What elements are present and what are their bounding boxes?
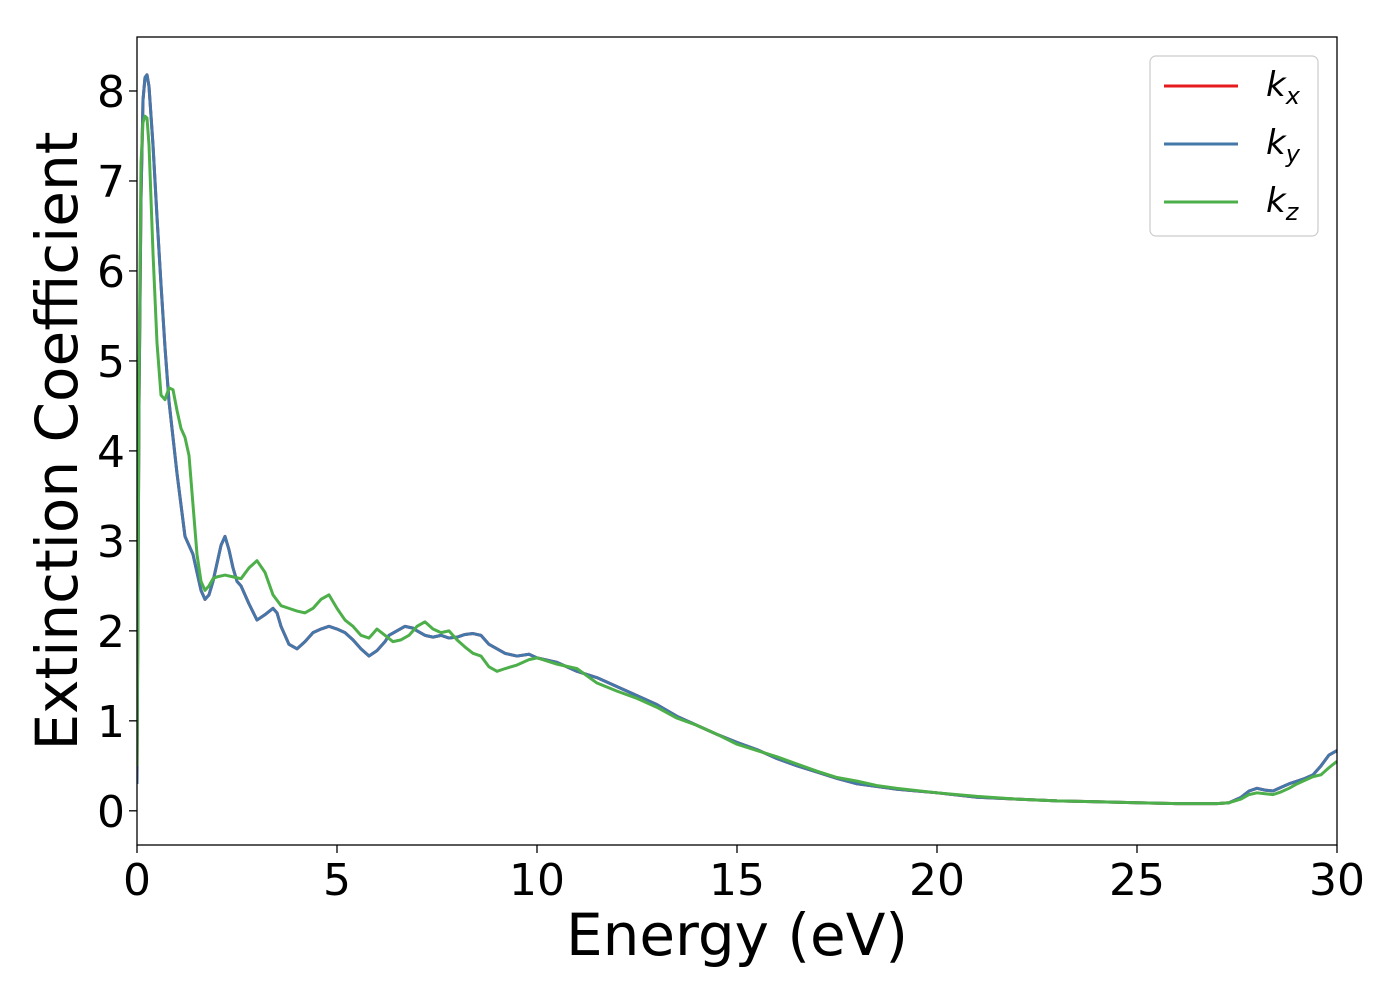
x-tick-label: 25 xyxy=(1109,855,1165,906)
x-tick-label: 30 xyxy=(1309,855,1365,906)
y-axis-label: Extinction Coefficient xyxy=(23,132,91,751)
y-tick-label: 0 xyxy=(97,787,125,838)
y-axis-ticks: 0 1 2 3 4 5 6 7 8 xyxy=(97,67,137,838)
y-tick-label: 6 xyxy=(97,247,125,298)
y-tick-label: 4 xyxy=(97,427,125,478)
series-line-kz xyxy=(137,114,1337,806)
legend-box xyxy=(1149,55,1319,237)
y-tick-label: 7 xyxy=(97,157,125,208)
x-tick-label: 5 xyxy=(323,855,351,906)
legend-label-kx: kx xyxy=(1266,65,1301,110)
y-tick-label: 5 xyxy=(97,337,125,388)
legend-label-kz: kz xyxy=(1266,181,1300,226)
plot-lines xyxy=(137,73,1337,806)
y-tick-label: 2 xyxy=(97,607,125,658)
x-tick-label: 10 xyxy=(509,855,565,906)
x-axis-label: Energy (eV) xyxy=(566,901,908,969)
y-tick-label: 1 xyxy=(97,697,125,748)
x-tick-label: 15 xyxy=(709,855,765,906)
y-tick-label: 3 xyxy=(97,517,125,568)
x-tick-label: 20 xyxy=(909,855,965,906)
x-axis-ticks: 0 5 10 15 20 25 30 xyxy=(123,845,1365,906)
legend-label-ky: ky xyxy=(1266,123,1301,168)
y-tick-label: 8 xyxy=(97,67,125,118)
x-tick-label: 0 xyxy=(123,855,151,906)
legend: kx ky kz xyxy=(1149,55,1319,237)
